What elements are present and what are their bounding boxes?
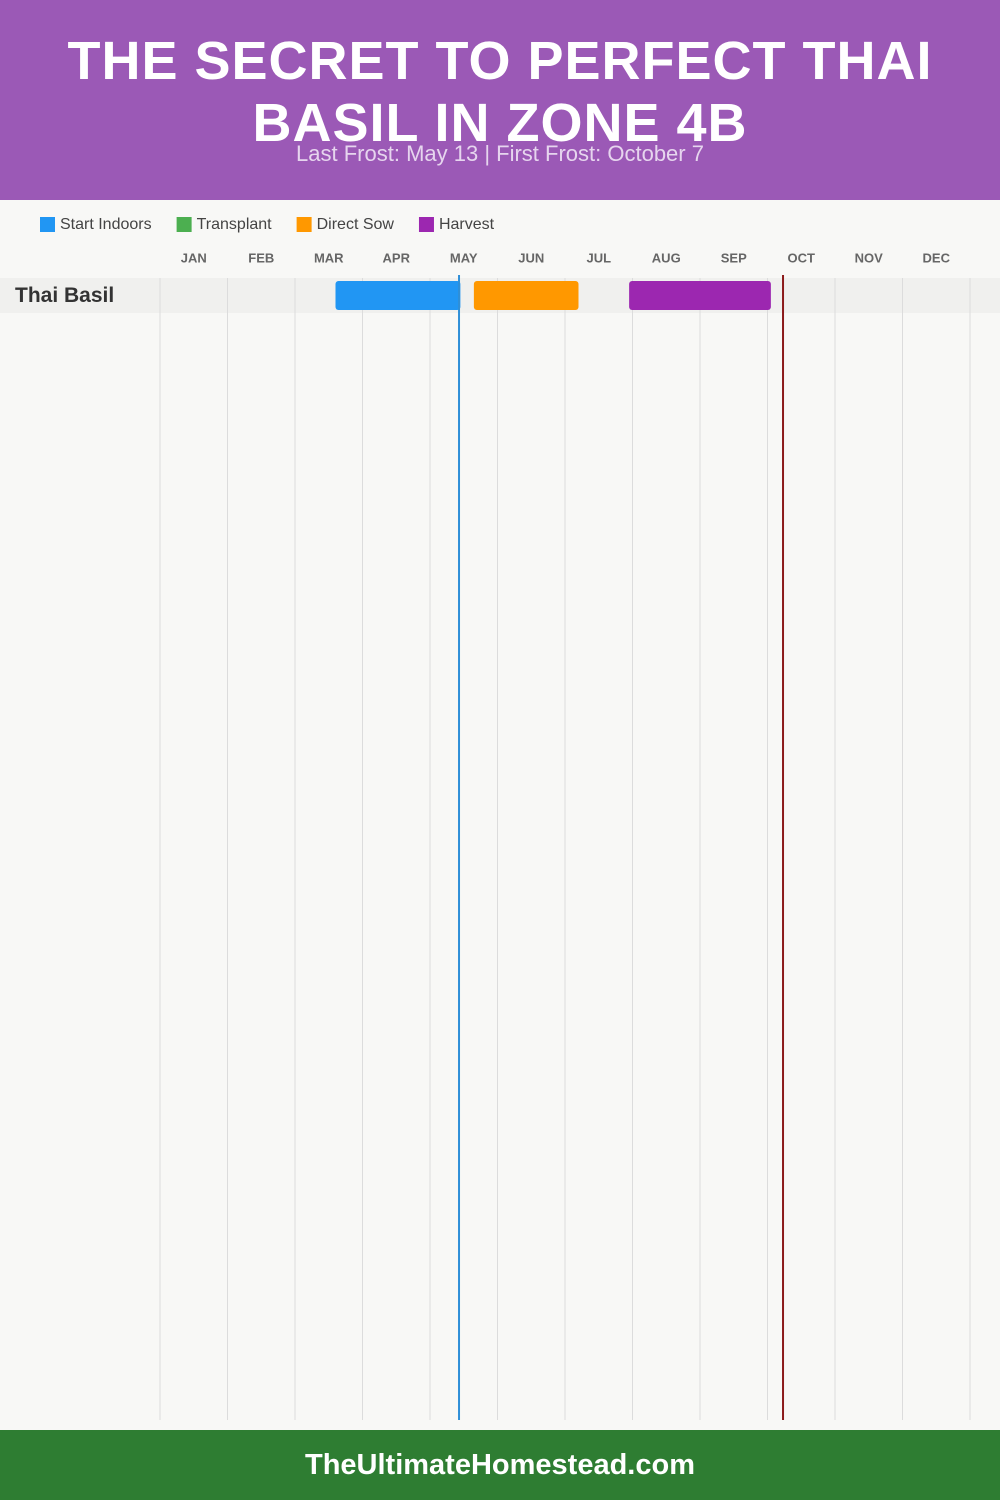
month-label: DEC	[923, 250, 951, 265]
task-bar	[629, 281, 771, 310]
task-bar	[335, 281, 461, 310]
header: THE SECRET TO PERFECT THAI BASIL IN ZONE…	[0, 0, 1000, 200]
month-label: MAR	[314, 250, 344, 265]
legend-swatch	[418, 217, 434, 232]
month-label: MAY	[450, 250, 478, 265]
month-label: AUG	[652, 250, 681, 265]
month-label: NOV	[855, 250, 884, 265]
month-label: FEB	[248, 250, 274, 265]
legend-swatch	[40, 217, 55, 232]
chart-title: THE SECRET TO PERFECT THAI BASIL IN ZONE…	[67, 31, 933, 153]
legend-label: Harvest	[439, 216, 495, 233]
chart: Start Indoors Transplant Direct Sow Harvest…	[0, 216, 1000, 1420]
footer: TheUltimateHomestead.com	[0, 1430, 1000, 1500]
month-label: OCT	[788, 250, 816, 265]
month-label: SEP	[721, 250, 747, 265]
legend-label: Start Indoors	[60, 216, 152, 233]
crop-label: Thai Basil	[15, 284, 114, 307]
legend-label: Direct Sow	[317, 216, 395, 233]
month-label: JUN	[518, 250, 544, 265]
subtitle: Last Frost: May 13 | First Frost: Octobe…	[296, 141, 704, 166]
month-label: APR	[383, 250, 411, 265]
legend-swatch	[296, 217, 312, 232]
month-label: JUL	[586, 250, 611, 265]
task-bar	[473, 281, 579, 310]
legend-swatch	[176, 217, 192, 232]
legend-label: Transplant	[197, 216, 273, 233]
month-label: JAN	[181, 250, 207, 265]
